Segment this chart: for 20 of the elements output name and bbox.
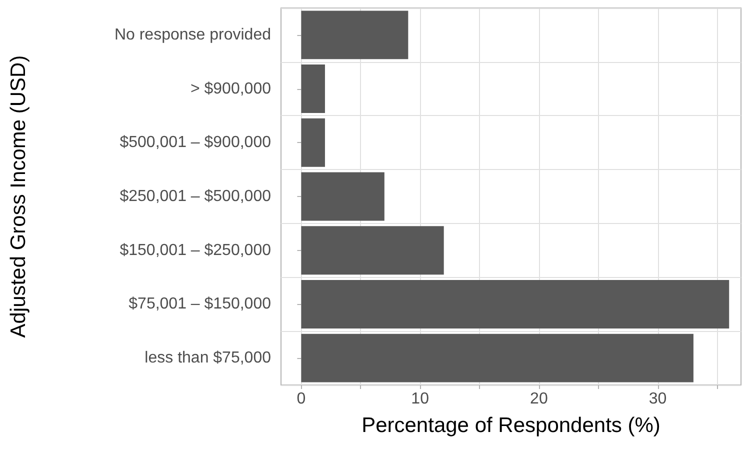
bar <box>301 64 325 114</box>
bar <box>301 226 444 275</box>
y-axis-title: Adjusted Gross Income (USD) <box>7 55 30 338</box>
bar <box>301 334 694 382</box>
y-tick-label: > $900,000 <box>190 80 272 98</box>
y-tick-label: $150,001 – $250,000 <box>120 242 272 259</box>
y-tick-label: less than $75,000 <box>144 350 272 367</box>
x-tick-label: 0 <box>296 390 306 408</box>
y-tick-label: $250,001 – $500,000 <box>120 188 272 205</box>
x-tick-label: 30 <box>648 390 667 408</box>
bar <box>301 10 408 60</box>
bar <box>301 118 325 167</box>
y-tick-label: No response provided <box>114 26 271 44</box>
x-axis-title: Percentage of Respondents (%) <box>362 414 660 437</box>
y-tick-label: $75,001 – $150,000 <box>128 296 272 313</box>
bar <box>301 280 730 328</box>
x-tick-label: 10 <box>411 390 430 408</box>
bar <box>301 172 384 221</box>
y-tick-label: $500,001 – $900,000 <box>120 134 272 152</box>
x-tick-label: 20 <box>530 390 548 408</box>
